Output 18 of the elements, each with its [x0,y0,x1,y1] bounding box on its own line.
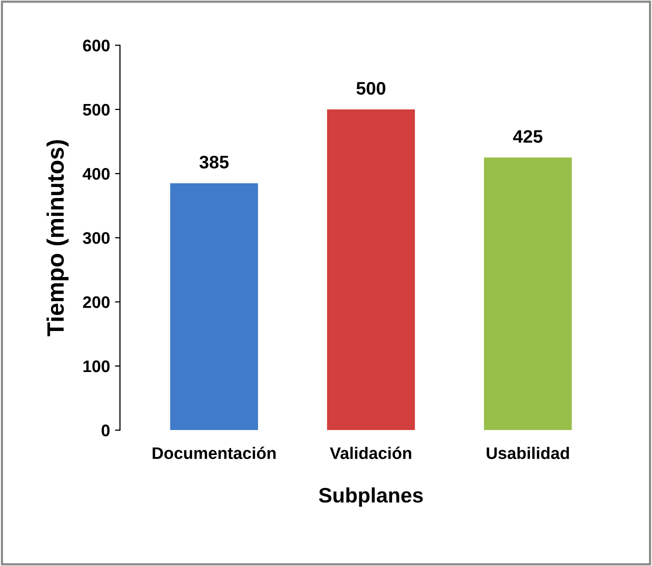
y-tick-label: 200 [83,296,110,308]
x-tick-label: Usabilidad [486,446,569,460]
bar [170,183,258,430]
bar [484,158,572,430]
data-label: 500 [356,82,386,95]
x-axis-title: Subplanes [318,487,423,507]
y-tick-label: 600 [83,40,110,52]
bar [327,109,415,430]
data-label: 385 [199,156,229,169]
x-tick-label: Validación [330,446,412,460]
y-tick-label: 500 [82,104,110,116]
x-tick-label: Documentación [152,446,276,460]
y-tick-label: 400 [82,168,110,180]
y-tick-label: 100 [83,360,110,372]
y-tick-label: 300 [82,232,110,244]
data-label: 425 [513,130,542,143]
y-tick-label: 0 [102,424,110,436]
y-axis-title: Tiempo (minutos) [46,140,69,336]
